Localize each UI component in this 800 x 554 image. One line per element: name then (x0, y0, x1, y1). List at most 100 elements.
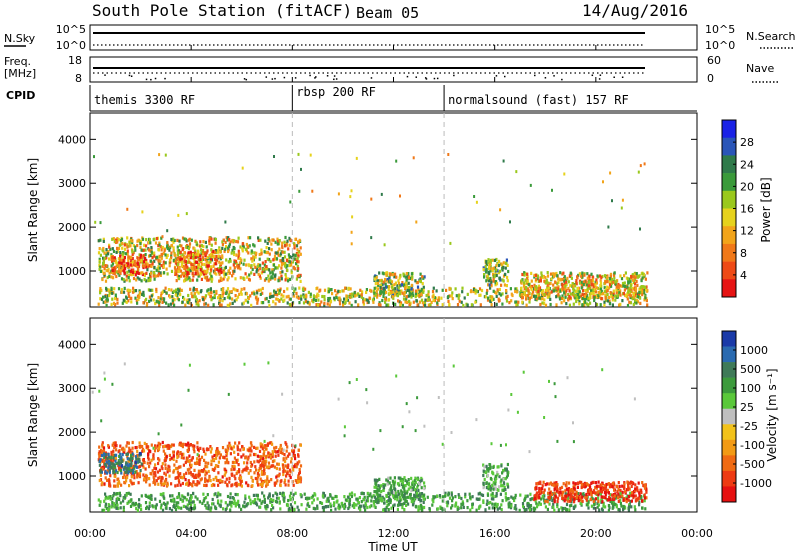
echo-cell (326, 302, 329, 306)
echo-cell (407, 478, 410, 482)
echo-cell (622, 284, 625, 288)
echo-cell (408, 291, 411, 295)
echo-cell (295, 291, 298, 295)
echo-cell (144, 467, 147, 471)
echo-cell (215, 291, 218, 295)
echo-cell (557, 285, 560, 289)
echo-cell (289, 491, 293, 495)
nave-dot (613, 76, 615, 79)
echo-cell (363, 505, 366, 510)
echo-cell (144, 253, 147, 257)
echo-cell (192, 444, 195, 448)
echo-cell (226, 303, 229, 307)
echo-cell (347, 286, 350, 290)
echo-cell (102, 459, 105, 463)
echo-cell (178, 243, 182, 247)
echo-cell (112, 465, 115, 469)
echo-cell (348, 502, 351, 506)
echo-cell (170, 482, 173, 486)
echo-cell (557, 508, 560, 512)
echo-cell (614, 298, 617, 302)
echo-cell (169, 302, 173, 306)
echo-cell (231, 274, 234, 278)
echo-cell (228, 441, 231, 445)
echo-cell (633, 295, 636, 299)
echo-cell (245, 504, 248, 508)
echo-cell (97, 452, 101, 456)
echo-cell (123, 256, 126, 260)
echo-cell (609, 275, 612, 279)
echo-cell (549, 281, 552, 286)
echo-cell (561, 297, 565, 301)
echo-cell (258, 498, 261, 502)
echo-cell (599, 291, 602, 295)
echo-cell (112, 449, 115, 453)
echo-cell (234, 294, 237, 298)
echo-cell (537, 291, 540, 295)
echo-cell (148, 299, 151, 303)
echo-cell (238, 292, 241, 296)
echo-cell (117, 450, 120, 454)
echo-cell (606, 285, 609, 289)
echo-cell (514, 300, 517, 304)
echo-cell (98, 478, 101, 483)
echo-cell (502, 265, 505, 270)
echo-cell (247, 251, 250, 255)
echo-cell (495, 257, 498, 262)
echo-cell (253, 460, 256, 464)
echo-cell (251, 267, 254, 271)
echo-cell (489, 258, 492, 262)
echo-cell (546, 295, 549, 299)
echo-cell (373, 277, 377, 281)
echo-cell (390, 280, 394, 284)
echo-cell (594, 280, 597, 284)
echo-cell (104, 279, 108, 283)
echo-cell (173, 303, 176, 307)
echo-cell (191, 271, 194, 275)
echo-cell (186, 271, 189, 276)
echo-cell (279, 450, 282, 454)
echo-cell (261, 483, 264, 487)
echo-cell (490, 295, 493, 299)
echo-cell (615, 505, 618, 509)
echo-cell (454, 287, 457, 291)
echo-cell (126, 245, 129, 249)
echo-cell (122, 259, 125, 263)
echo-cell (120, 483, 123, 487)
echo-cell (273, 481, 276, 485)
nave-dot (621, 76, 624, 78)
echo-cell (115, 250, 118, 254)
echo-cell (231, 301, 234, 305)
echo-cell (424, 303, 427, 308)
echo-cell (261, 445, 264, 449)
echo-cell (461, 500, 464, 504)
echo-cell (126, 476, 129, 480)
echo-cell (297, 476, 300, 480)
echo-cell (184, 275, 187, 279)
echo-cell (223, 271, 226, 275)
echo-cell (169, 245, 172, 249)
cpid-mode-label: rbsp 200 RF (296, 85, 375, 99)
echo-cell (134, 289, 138, 293)
echo-cell (603, 290, 606, 294)
echo-cell (300, 297, 303, 301)
echo-cell (234, 481, 238, 486)
echo-cell (246, 483, 249, 487)
echo-cell (190, 463, 193, 467)
echo-cell (163, 471, 166, 475)
echo-cell (411, 503, 415, 507)
echo-cell (379, 291, 382, 295)
echo-cell (570, 503, 573, 507)
echo-cell (257, 272, 260, 276)
echo-cell (295, 277, 298, 281)
echo-cell (234, 504, 237, 508)
echo-cell (174, 261, 177, 265)
echo-cell (178, 465, 181, 469)
echo-cell (186, 492, 190, 496)
echo-cell (643, 162, 646, 166)
echo-cell (359, 508, 362, 512)
echo-cell (343, 495, 346, 499)
echo-cell (297, 254, 300, 258)
echo-cell (196, 278, 199, 282)
echo-cell (526, 279, 529, 283)
